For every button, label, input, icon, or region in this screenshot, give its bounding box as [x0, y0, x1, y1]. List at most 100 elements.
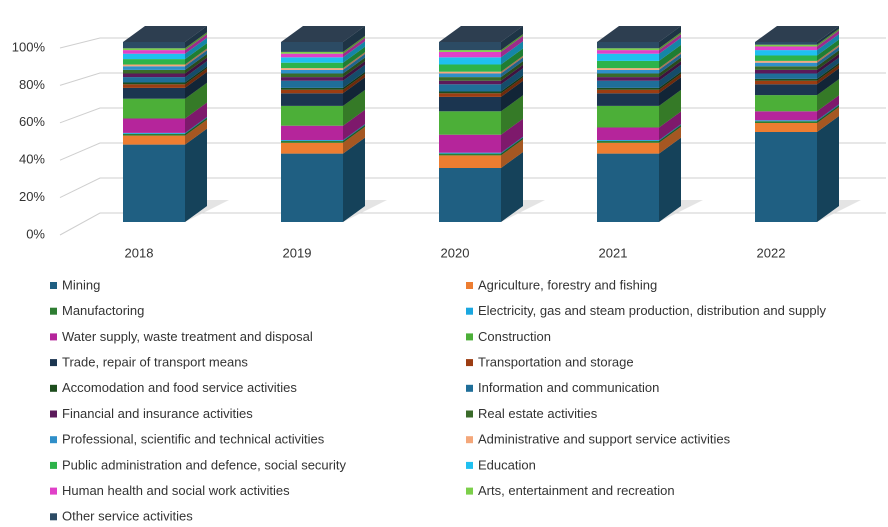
segment-front: [281, 51, 343, 54]
segment-side: [817, 57, 839, 79]
segment-side-shade: [817, 107, 839, 132]
segment-side: [501, 48, 523, 72]
segment-side: [501, 34, 523, 52]
segment-side-shade: [659, 52, 681, 70]
legend-label: Administrative and support service activ…: [478, 432, 731, 447]
segment-front: [281, 53, 343, 58]
segment-side: [185, 37, 207, 60]
bar-segment: [755, 68, 839, 96]
bar-segment: [755, 28, 839, 47]
segment-front: [755, 132, 817, 222]
segment-front: [123, 82, 185, 85]
bar-segment: [755, 57, 839, 79]
segment-side-shade: [817, 105, 839, 123]
bar-segment: [439, 77, 523, 97]
segment-side: [817, 79, 839, 112]
bar-segment: [597, 71, 681, 90]
segment-front: [123, 53, 185, 60]
bar-segment: [281, 26, 365, 52]
segment-side: [659, 44, 681, 69]
segment-front: [755, 123, 817, 132]
segment-side-shade: [501, 55, 523, 74]
legend-label: Real estate activities: [478, 406, 598, 421]
segment-side-shade: [185, 53, 207, 74]
segment-side: [185, 71, 207, 99]
segment-front: [755, 60, 817, 63]
segment-side: [343, 137, 365, 222]
segment-side-shade: [501, 77, 523, 97]
segment-front: [597, 87, 659, 90]
segment-side-shade: [343, 35, 365, 54]
segment-side-shade: [817, 26, 839, 45]
segment-side: [343, 89, 365, 126]
legend-swatch: [50, 282, 57, 289]
segment-side: [501, 152, 523, 222]
segment-side: [185, 61, 207, 83]
segment-side-shade: [817, 95, 839, 121]
segment-side-shade: [343, 53, 365, 74]
bar-segment: [281, 35, 365, 54]
segment-side-shade: [817, 39, 839, 61]
segment-front: [439, 84, 501, 92]
legend-label: Professional, scientific and technical a…: [62, 432, 325, 447]
bar-segment: [755, 62, 839, 81]
segment-side: [501, 75, 523, 94]
segment-side-shade: [185, 48, 207, 67]
segment-side-shade: [185, 50, 207, 70]
segment-side: [343, 126, 365, 154]
segment-side-shade: [501, 137, 523, 156]
legend-swatch: [466, 333, 473, 341]
legend-swatch: [466, 410, 473, 418]
bar-segment: [439, 152, 523, 222]
segment-front: [281, 62, 343, 69]
segment-front: [281, 93, 343, 106]
segment-side-shade: [185, 82, 207, 119]
bar-top: [597, 26, 681, 42]
segment-side-shade: [343, 89, 365, 126]
segment-side: [501, 118, 523, 153]
bar-segment: [281, 126, 365, 154]
segment-side-shade: [501, 57, 523, 78]
bar-top: [281, 26, 365, 42]
segment-side: [817, 34, 839, 56]
bar-segment: [755, 26, 839, 45]
segment-side-shade: [185, 37, 207, 60]
segment-side: [659, 64, 681, 88]
segment-side-shade: [185, 57, 207, 78]
segment-side: [501, 57, 523, 78]
bar-segment: [281, 37, 365, 58]
bar-segment: [439, 57, 523, 78]
legend-swatch: [466, 384, 473, 392]
bar-segment: [755, 46, 839, 67]
legend-swatch: [466, 307, 473, 315]
bar-segment: [755, 53, 839, 74]
segment-side-shade: [817, 28, 839, 47]
x-tick-label: 2020: [441, 245, 470, 260]
segment-front: [597, 73, 659, 78]
bar-segment: [123, 53, 207, 74]
legend-label: Education: [478, 457, 536, 472]
segment-side: [343, 37, 365, 58]
bar-segment: [597, 125, 681, 143]
legend-label: Financial and insurance activities: [62, 406, 253, 421]
segment-side: [343, 26, 365, 52]
segment-front: [755, 121, 817, 123]
segment-side: [343, 109, 365, 141]
segment-side-shade: [659, 137, 681, 222]
legend-label: Mining: [62, 277, 100, 292]
segment-side-shade: [185, 116, 207, 134]
segment-front: [439, 71, 501, 74]
bar-segment: [597, 52, 681, 70]
segment-front: [123, 42, 185, 49]
segment-front: [439, 134, 501, 153]
segment-front: [597, 69, 659, 74]
segment-side: [659, 34, 681, 54]
segment-front: [755, 73, 817, 79]
segment-side-shade: [343, 77, 365, 106]
bar-segment: [755, 104, 839, 122]
segment-front: [755, 78, 817, 81]
segment-side-shade: [501, 48, 523, 72]
segment-front: [755, 62, 817, 67]
segment-front: [281, 68, 343, 70]
